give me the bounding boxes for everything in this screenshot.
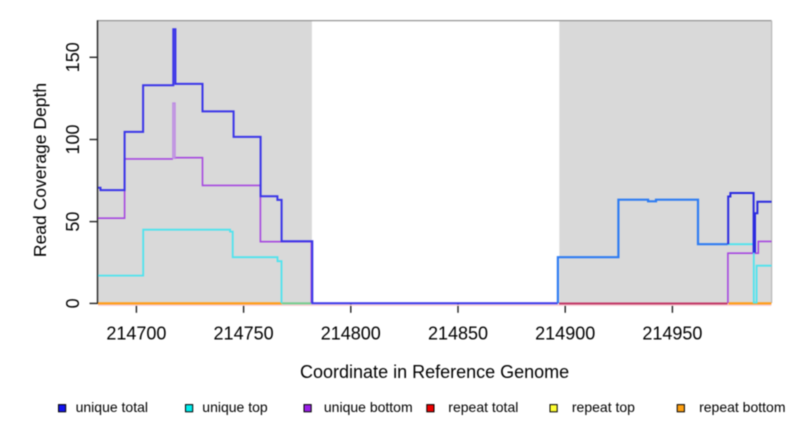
svg-text:unique top: unique top: [202, 399, 268, 415]
svg-text:214750: 214750: [214, 324, 274, 344]
svg-text:214950: 214950: [642, 324, 702, 344]
svg-text:100: 100: [63, 124, 83, 154]
svg-text:Coordinate in Reference Genome: Coordinate in Reference Genome: [300, 362, 569, 382]
svg-text:Read Coverage Depth: Read Coverage Depth: [30, 83, 50, 257]
svg-text:214700: 214700: [106, 324, 166, 344]
svg-text:unique total: unique total: [76, 399, 148, 415]
svg-text:150: 150: [63, 42, 83, 72]
svg-text:repeat bottom: repeat bottom: [699, 399, 785, 415]
svg-text:214850: 214850: [428, 324, 488, 344]
svg-text:repeat top: repeat top: [572, 399, 635, 415]
svg-text:50: 50: [63, 212, 83, 232]
svg-text:unique bottom: unique bottom: [324, 399, 413, 415]
svg-text:0: 0: [63, 298, 83, 308]
svg-text:214900: 214900: [535, 324, 595, 344]
svg-text:repeat total: repeat total: [448, 399, 518, 415]
svg-text:214800: 214800: [321, 324, 381, 344]
